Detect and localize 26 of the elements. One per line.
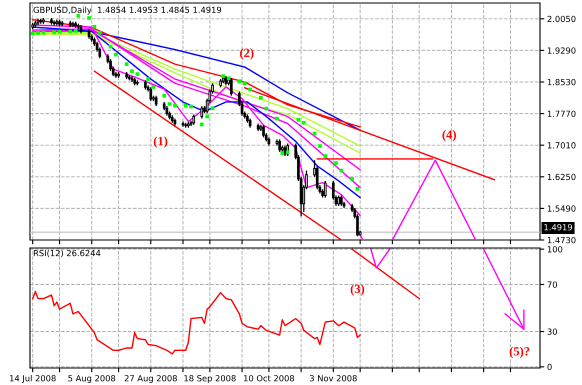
y-tick-label: 1.4730 xyxy=(548,236,576,244)
y-tick-label: 100 xyxy=(548,246,562,252)
y-tick-label: 1.5490 xyxy=(548,205,576,212)
y-tick-label: 1.7770 xyxy=(548,110,576,117)
x-tick-label: 10 Oct 2008 xyxy=(244,375,294,382)
chart-title: GBPUSD,Daily 1.4854 1.4953 1.4845 1.4919 xyxy=(34,6,222,15)
y-tick-label: 1.9290 xyxy=(548,47,576,54)
x-tick-label: 27 Aug 2008 xyxy=(124,375,177,384)
x-tick-label: 14 Jul 2008 xyxy=(10,374,56,383)
ref-line-label: 1.4919 xyxy=(544,224,572,230)
annotation: (2) xyxy=(240,48,254,60)
y-tick-label: 2.0050 xyxy=(548,16,576,22)
annotation: (4) xyxy=(442,130,456,142)
y-tick-label: 1.6250 xyxy=(548,174,576,180)
y-tick-label: 30 xyxy=(548,328,557,335)
annotation: (1) xyxy=(154,136,168,148)
x-tick-label: 5 Aug 2008 xyxy=(68,375,116,384)
y-tick-label: 1.7010 xyxy=(548,142,576,148)
y-tick-label: 1.8530 xyxy=(548,78,576,86)
y-tick-label: 0 xyxy=(547,364,552,370)
annotation: (3) xyxy=(350,284,364,296)
x-tick-label: 18 Sep 2008 xyxy=(184,375,236,384)
chart-title: RSI(12) 26.6244 xyxy=(34,250,100,258)
annotation: (5)? xyxy=(510,346,530,358)
y-tick-label: 70 xyxy=(548,281,557,288)
x-tick-label: 3 Nov 2008 xyxy=(310,375,357,382)
